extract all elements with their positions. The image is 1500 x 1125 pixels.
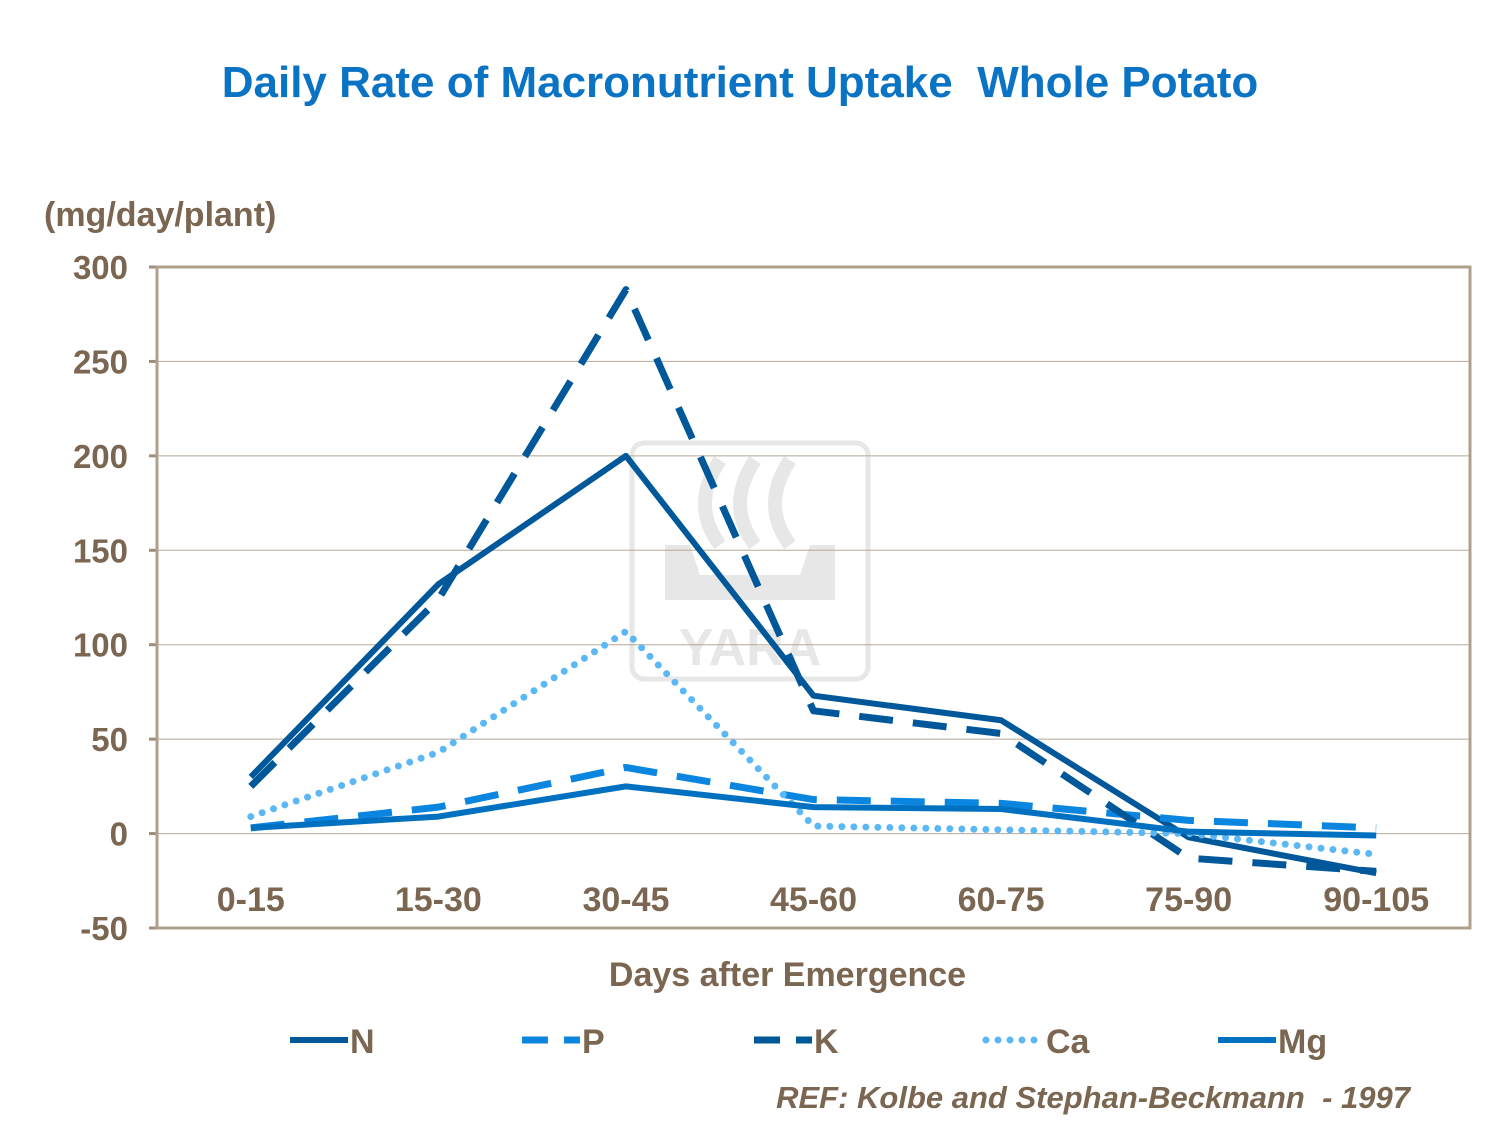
legend-label-mg: Mg [1278, 1023, 1327, 1061]
y-axis-label: (mg/day/plant) [44, 196, 277, 234]
legend-label-ca: Ca [1046, 1023, 1091, 1061]
legend-label-k: K [814, 1023, 839, 1061]
series-line-mg [250, 783, 1377, 839]
x-tick-label: 90-105 [1323, 881, 1429, 919]
watermark-sail [698, 456, 796, 550]
x-tick-label: 30-45 [582, 881, 669, 919]
y-tick-label: 0 [110, 816, 128, 853]
watermark-text: YARA [679, 619, 822, 677]
x-tick-label: 0-15 [217, 881, 285, 919]
y-tick-label: 50 [91, 721, 128, 758]
legend-label-p: P [582, 1023, 605, 1061]
series-line-k [248, 286, 1377, 875]
y-tick-label: 300 [73, 249, 128, 286]
yara-watermark: YARA [629, 440, 871, 682]
y-tick-label: 200 [73, 438, 128, 475]
x-tick-label: 15-30 [395, 881, 482, 919]
x-tick-label: 60-75 [958, 881, 1045, 919]
watermark-frame [629, 440, 871, 682]
legend-label-n: N [350, 1023, 375, 1061]
plot-frame [155, 265, 1472, 930]
x-tick-label: 45-60 [770, 881, 857, 919]
x-tick-label: 75-90 [1145, 881, 1232, 919]
y-tick-label: 150 [73, 532, 128, 569]
series-line-n [248, 452, 1377, 877]
y-tick-label: -50 [80, 910, 128, 947]
chart-title: Daily Rate of Macronutrient Uptake Whole… [221, 58, 1259, 107]
y-tick-label: 250 [73, 343, 128, 380]
reference-note: REF: Kolbe and Stephan-Beckmann - 1997 [776, 1080, 1410, 1115]
watermark-ship [665, 545, 835, 600]
x-axis-label: Days after Emergence [608, 956, 967, 994]
series-line-p [250, 763, 1377, 832]
y-tick-label: 100 [73, 627, 128, 664]
